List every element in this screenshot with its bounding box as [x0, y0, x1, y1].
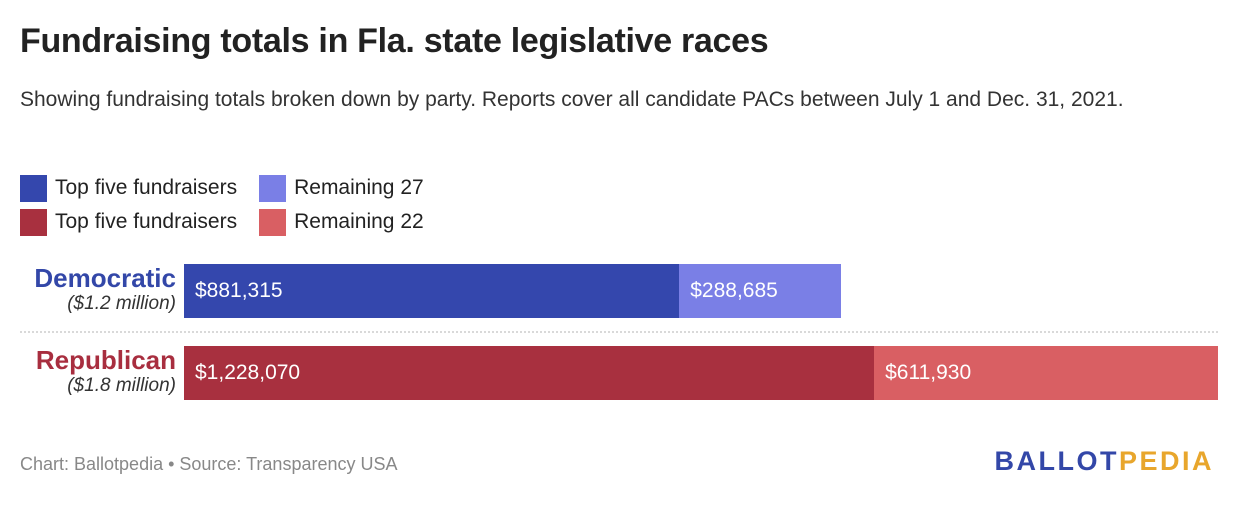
chart-source: Chart: Ballotpedia • Source: Transparenc… — [20, 454, 398, 474]
legend-item-rep-remaining: Remaining 22 — [259, 208, 424, 236]
bar-value-label: $881,315 — [195, 279, 283, 302]
row-divider — [20, 331, 1218, 333]
bar-democratic-remaining-27: $288,685 — [679, 264, 842, 318]
chart-subtitle: Showing fundraising totals broken down b… — [20, 88, 1124, 111]
bar-value-label: $1,228,070 — [195, 361, 301, 384]
party-total-republican: ($1.8 million) — [67, 375, 176, 396]
row-label-democratic: Democratic ($1.2 million) — [34, 264, 176, 316]
legend-swatch — [20, 174, 47, 202]
legend-item-dem-remaining: Remaining 27 — [259, 174, 424, 202]
row-label-republican: Republican ($1.8 million) — [36, 346, 176, 398]
legend-label: Top five fundraisers — [55, 176, 238, 199]
legend-item-rep-top: Top five fundraisers — [20, 208, 237, 236]
legend-swatch — [20, 208, 47, 236]
party-name-republican: Republican — [35, 345, 176, 375]
bar-republican-remaining-22: $611,930 — [874, 346, 1218, 400]
legend-label: Top five fundraisers — [55, 210, 238, 233]
legend-swatch — [259, 174, 287, 202]
party-name-democratic: Democratic — [34, 263, 176, 293]
party-total-democratic: ($1.2 million) — [67, 293, 176, 314]
legend-label: Remaining 22 — [294, 210, 424, 233]
bar-republican-top-five-fundraisers: $1,228,070 — [184, 346, 875, 400]
bar-democratic-top-five-fundraisers: $881,315 — [184, 264, 680, 318]
legend-label: Remaining 27 — [294, 176, 424, 199]
bar-value-label: $611,930 — [885, 361, 972, 384]
bar-value-label: $288,685 — [690, 279, 778, 302]
logo-part-pedia: PEDIA — [1118, 446, 1214, 476]
legend-item-dem-top: Top five fundraisers — [20, 174, 237, 202]
legend-swatch — [259, 208, 287, 236]
ballotpedia-logo: BALLOTPEDIA — [994, 446, 1214, 477]
legend: Top five fundraisers Remaining 27 Top fi… — [20, 174, 424, 236]
logo-part-ballot: BALLOT — [994, 446, 1119, 476]
chart-title: Fundraising totals in Fla. state legisla… — [20, 22, 769, 60]
